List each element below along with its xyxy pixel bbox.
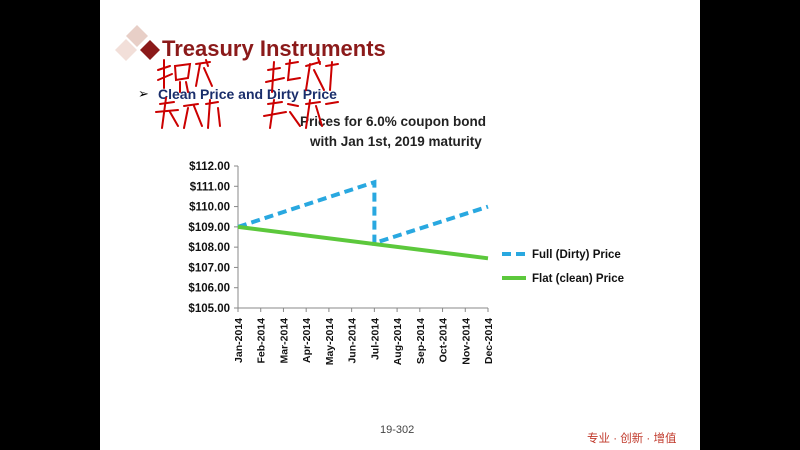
page-number: 19-302 xyxy=(380,424,415,436)
y-tick-label: $109.00 xyxy=(188,222,230,234)
diamond-lighter xyxy=(115,39,137,61)
slide-title: Treasury Instruments xyxy=(162,36,386,61)
title-decoration xyxy=(115,25,160,61)
handwritten-annotation xyxy=(155,57,339,129)
chart-title: Prices for 6.0% coupon bond with Jan 1st… xyxy=(300,112,486,152)
x-tick-label: Jan-2014 xyxy=(233,318,245,363)
x-tick-label: Dec-2014 xyxy=(483,318,495,364)
legend-label: Full (Dirty) Price xyxy=(532,249,621,261)
y-tick-label: $110.00 xyxy=(189,202,230,214)
x-tick-label: Sep-2014 xyxy=(415,318,427,364)
footer-logo: 专业 · 创新 · 增值 xyxy=(587,433,677,445)
x-tick-label: Mar-2014 xyxy=(278,318,290,364)
price-chart: $105.00 $106.00 $107.00 $108.00 $109.00 $110.… xyxy=(188,161,624,365)
diamond-dark xyxy=(140,40,160,60)
chart-title-line2: with Jan 1st, 2019 maturity xyxy=(310,134,482,149)
legend: Full (Dirty) Price Flat (clean) Price xyxy=(502,249,624,285)
x-tick-label: Oct-2014 xyxy=(438,318,450,363)
slide: Treasury Instruments ➢ Clean Price and D… xyxy=(100,0,700,450)
x-axis: Jan-2014 Feb-2014 Mar-2014 Apr-2014 May-2014… xyxy=(233,307,495,365)
x-tick-label: Feb-2014 xyxy=(256,318,268,364)
legend-label: Flat (clean) Price xyxy=(532,273,624,285)
chart-title-line1: Prices for 6.0% coupon bond xyxy=(300,114,487,129)
series-lines xyxy=(237,179,489,261)
y-tick-label: $106.00 xyxy=(188,283,230,295)
diamond-light xyxy=(126,25,148,47)
x-tick-label: May-2014 xyxy=(324,318,336,365)
y-tick-label: $111.00 xyxy=(190,181,230,193)
y-tick-label: $107.00 xyxy=(188,262,230,274)
x-tick-label: Aug-2014 xyxy=(392,318,404,365)
x-tick-label: Apr-2014 xyxy=(301,318,313,363)
bullet-text: Clean Price and Dirty Price xyxy=(158,86,337,102)
y-tick-label: $105.00 xyxy=(188,303,230,315)
series-line-clean-price xyxy=(237,224,489,261)
y-tick-label: $112.00 xyxy=(189,161,230,173)
x-tick-label: Jul-2014 xyxy=(369,318,381,360)
x-tick-label: Jun-2014 xyxy=(347,318,359,364)
bullet-marker: ➢ xyxy=(138,86,149,101)
y-tick-label: $108.00 xyxy=(188,242,230,254)
x-tick-label: Nov-2014 xyxy=(460,318,472,365)
y-axis: $105.00 $106.00 $107.00 $108.00 $109.00 $110.… xyxy=(188,161,239,315)
series-line-dirty-price xyxy=(237,179,489,246)
